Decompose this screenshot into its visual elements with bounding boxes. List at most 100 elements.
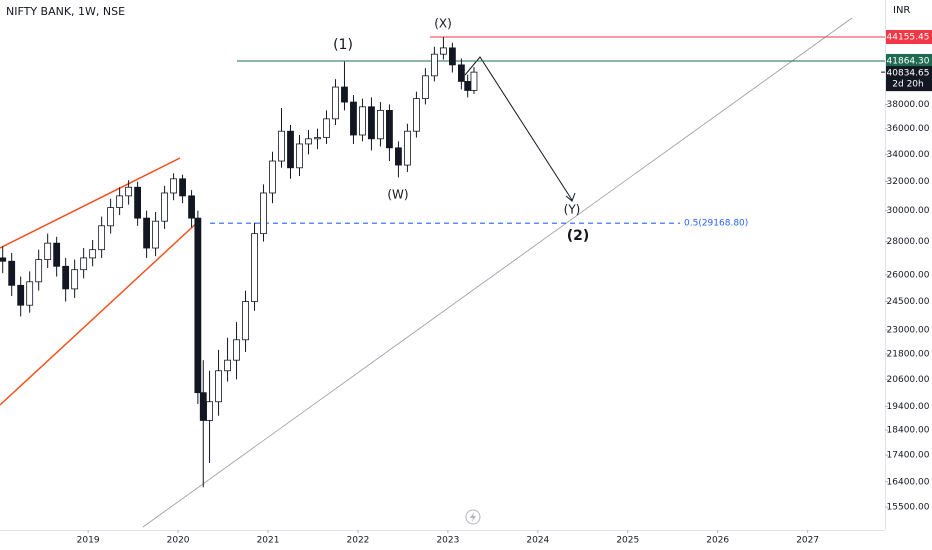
candle-body — [457, 64, 465, 82]
candle-body — [296, 143, 303, 169]
last-price-box — [886, 66, 932, 92]
y-tick-label: 23000.00 — [887, 325, 930, 335]
candle-body — [206, 401, 213, 421]
candle-body — [224, 359, 231, 372]
x-tick-label: 2022 — [347, 536, 370, 546]
y-tick-label: 30000.00 — [887, 206, 930, 216]
candle-body — [341, 86, 348, 103]
wave-label: (W) — [387, 188, 408, 202]
candle-body — [152, 220, 159, 249]
candle-body — [395, 147, 402, 166]
candle-body — [161, 192, 168, 222]
y-tick-label: 16400.00 — [887, 477, 930, 487]
candle-body — [332, 86, 339, 120]
candle-body — [125, 186, 133, 197]
y-tick-label: 28000.00 — [887, 237, 930, 247]
replay-icon[interactable] — [465, 509, 481, 525]
y-tick-label: 26000.00 — [887, 270, 930, 280]
x-tick-label: 2025 — [616, 536, 639, 546]
candle-body — [350, 101, 357, 136]
trend-line — [142, 17, 853, 528]
fib-label: 0.5(29168.80) — [684, 219, 748, 229]
candle-body — [26, 281, 34, 306]
candle-body — [17, 284, 25, 306]
wave-label: (X) — [434, 17, 452, 31]
y-tick-label: 38000.00 — [887, 100, 930, 110]
candle-body — [448, 47, 456, 66]
candle-body — [278, 130, 285, 162]
candle-body — [8, 260, 16, 286]
candle-body — [251, 233, 258, 302]
candle-body — [107, 207, 115, 227]
candle-body — [287, 130, 294, 169]
candle-body — [323, 118, 330, 138]
candle-body — [116, 195, 124, 209]
candle-body — [80, 257, 88, 271]
y-tick-label: 21800.00 — [887, 349, 930, 359]
replay-icon-bolt — [470, 512, 476, 522]
y-tick-label: 15500.00 — [887, 503, 930, 513]
candle-body — [359, 106, 366, 136]
y-tick-label: 36000.00 — [887, 124, 930, 134]
currency-label: INR — [893, 5, 910, 16]
candle-body — [431, 53, 438, 77]
y-tick-label: 24500.00 — [887, 297, 930, 307]
arrow-head — [565, 192, 576, 202]
candle-body — [98, 225, 106, 251]
channel-upper — [0, 157, 181, 249]
channel-lower — [0, 219, 201, 406]
candle-body — [314, 137, 321, 140]
candle-body — [71, 269, 79, 290]
candle-body — [134, 186, 142, 219]
x-tick-label: 2020 — [167, 536, 190, 546]
y-tick-label: 34000.00 — [887, 150, 930, 160]
y-tick-label: 17400.00 — [887, 451, 930, 461]
candle-body — [44, 242, 52, 260]
wave-label: (2) — [567, 228, 590, 244]
candle-body — [386, 109, 393, 149]
x-tick-label: 2026 — [706, 536, 729, 546]
candle-body — [439, 47, 447, 55]
price-label-box — [886, 30, 932, 45]
candle-body — [470, 71, 478, 91]
projection-arrow — [464, 56, 573, 201]
wave-label: (1) — [333, 37, 353, 53]
chart-title: NIFTY BANK, 1W, NSE — [6, 5, 125, 18]
last-price-label: 40834.65 — [887, 69, 930, 79]
x-tick-label: 2024 — [526, 536, 549, 546]
candle-body — [377, 109, 384, 140]
candle-body — [143, 217, 151, 249]
candle-body — [0, 257, 7, 262]
candle-body — [269, 160, 276, 194]
candle-body — [199, 392, 207, 421]
price-label-box — [886, 53, 932, 68]
x-tick-label: 2019 — [77, 536, 100, 546]
candle-body — [242, 301, 249, 341]
candle-body — [194, 217, 202, 394]
candle-body — [53, 242, 61, 267]
candle-body — [170, 178, 177, 194]
candle-body — [62, 265, 70, 290]
candle-body — [215, 370, 222, 403]
candle-body — [179, 178, 186, 197]
price-label: 41864.30 — [887, 56, 930, 66]
wave-label: (Y) — [564, 203, 581, 217]
y-tick-label: 19400.00 — [887, 402, 930, 412]
candle-body — [233, 339, 240, 361]
candle-body — [404, 130, 411, 166]
candle-body — [368, 106, 375, 140]
candle-body — [188, 195, 195, 219]
countdown-label: 2d 20h — [892, 80, 923, 90]
candle-body — [413, 98, 420, 132]
x-tick-label: 2021 — [257, 536, 280, 546]
x-tick-label: 2027 — [796, 536, 819, 546]
candle-body — [422, 75, 429, 99]
candle-body — [89, 249, 97, 259]
candle-body — [260, 192, 267, 235]
price-label: 44155.45 — [887, 33, 930, 43]
y-tick-label: 20600.00 — [887, 375, 930, 385]
candle-body — [35, 259, 43, 283]
y-tick-label: 18400.00 — [887, 426, 930, 436]
